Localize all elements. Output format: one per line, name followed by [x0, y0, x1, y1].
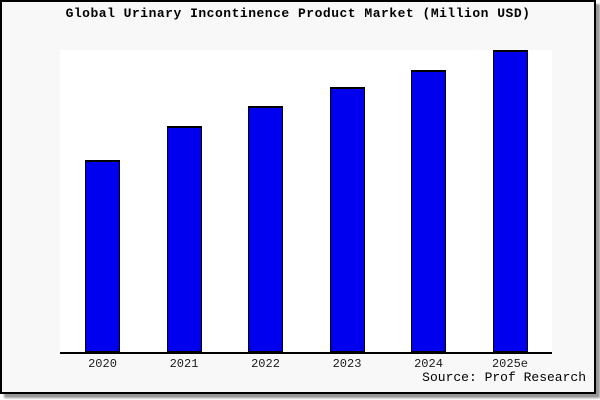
x-tick-label-2020: 2020 — [88, 357, 117, 371]
bar-2022 — [248, 106, 283, 352]
plot-area — [60, 50, 552, 354]
bar-2024 — [411, 70, 446, 352]
bar-2020 — [85, 160, 120, 352]
x-tick-label-2021: 2021 — [169, 357, 199, 371]
chart-figure: Global Urinary Incontinence Product Mark… — [0, 0, 596, 394]
bar-2023 — [329, 87, 365, 352]
source-note: Source: Prof Research — [422, 370, 586, 385]
chart-title: Global Urinary Incontinence Product Mark… — [65, 6, 531, 21]
x-tick-label-2022: 2022 — [251, 357, 280, 371]
bar-2025e — [492, 50, 528, 352]
x-tick-label-2024: 2024 — [414, 357, 443, 371]
bar-2021 — [166, 126, 202, 352]
x-tick-label-2023: 2023 — [332, 357, 362, 371]
x-tick-label-2025e: 2025e — [491, 357, 528, 371]
chart-canvas: Global Urinary Incontinence Product Mark… — [2, 2, 594, 392]
